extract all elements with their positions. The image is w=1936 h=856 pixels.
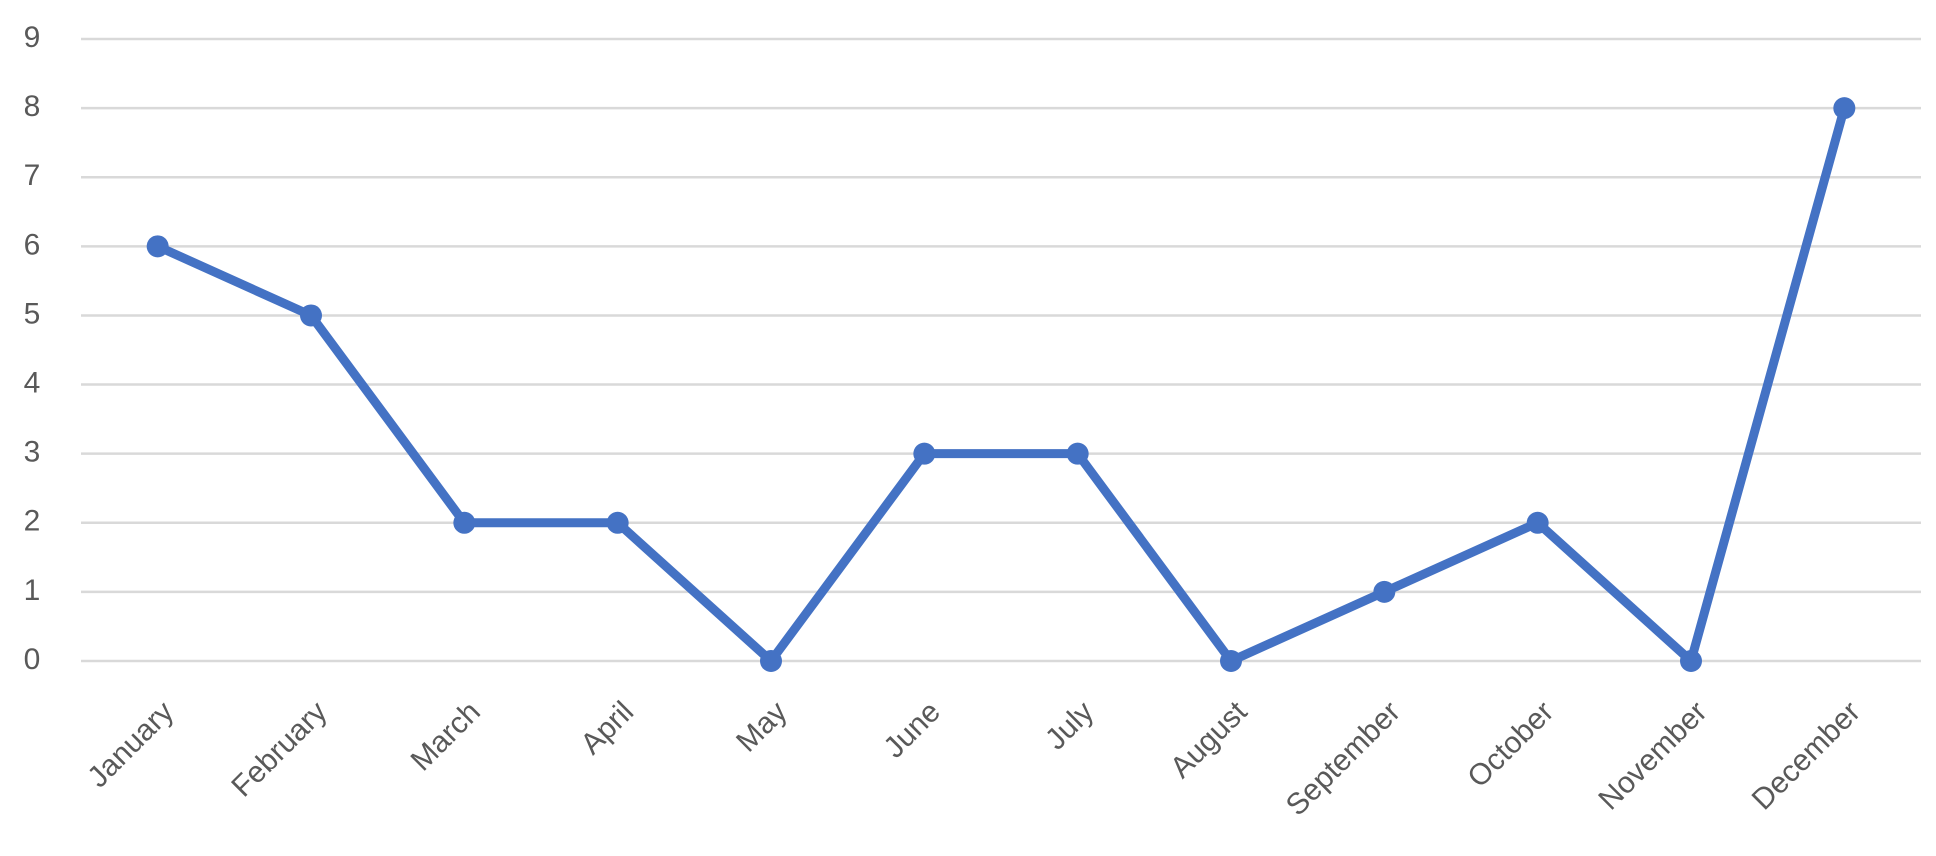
x-tick-label: December bbox=[1746, 695, 1867, 816]
y-tick-label: 1 bbox=[24, 574, 41, 607]
x-tick-label: January bbox=[81, 695, 180, 794]
x-tick-label: June bbox=[878, 695, 947, 764]
marker bbox=[453, 511, 476, 534]
marker bbox=[1833, 97, 1856, 120]
marker bbox=[606, 511, 629, 534]
x-tick-label: July bbox=[1039, 695, 1100, 756]
y-tick-label: 4 bbox=[24, 366, 41, 399]
marker bbox=[913, 442, 936, 465]
y-tick-label: 6 bbox=[24, 228, 41, 261]
marker bbox=[1066, 442, 1089, 465]
marker bbox=[1680, 650, 1702, 672]
y-tick-label: 5 bbox=[24, 297, 41, 330]
marker bbox=[300, 304, 322, 327]
x-tick-label: September bbox=[1280, 695, 1407, 822]
x-tick-label: February bbox=[225, 695, 333, 803]
y-tick-label: 8 bbox=[24, 90, 41, 123]
y-tick-label: 9 bbox=[24, 21, 41, 54]
marker bbox=[1220, 650, 1242, 672]
x-tick-label: August bbox=[1164, 695, 1254, 785]
x-tick-label: October bbox=[1461, 695, 1560, 794]
x-tick-label: April bbox=[574, 695, 640, 761]
marker bbox=[760, 650, 782, 672]
y-tick-label: 2 bbox=[24, 505, 41, 538]
x-tick-label: March bbox=[405, 695, 487, 777]
marker bbox=[1373, 580, 1396, 603]
x-tick-label: November bbox=[1592, 695, 1713, 816]
marker bbox=[1526, 511, 1549, 534]
x-tick-label: May bbox=[730, 695, 793, 758]
y-tick-label: 7 bbox=[24, 159, 41, 192]
marker bbox=[146, 235, 169, 258]
y-tick-label: 3 bbox=[24, 436, 41, 469]
line bbox=[153, 103, 1849, 666]
y-tick-label: 0 bbox=[24, 643, 41, 676]
